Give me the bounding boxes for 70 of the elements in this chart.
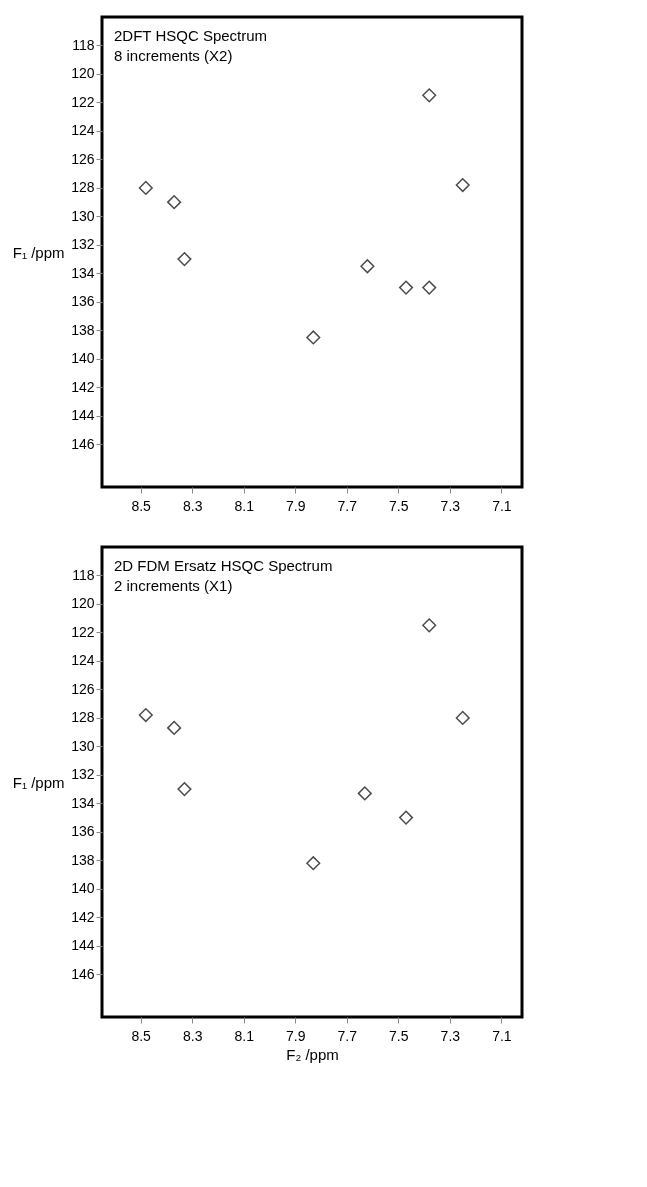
y-tick-label: 126 xyxy=(71,680,95,697)
y-tick-label: 120 xyxy=(71,595,95,612)
x-tick-label: 8.5 xyxy=(131,1027,152,1044)
x-tick-label: 7.1 xyxy=(492,1027,512,1044)
y-tick-label: 138 xyxy=(71,321,95,338)
y-tick-label: 132 xyxy=(71,236,95,253)
x-tick-label: 7.5 xyxy=(389,1027,409,1044)
x-tick-label: 7.5 xyxy=(389,497,409,514)
point xyxy=(177,782,192,797)
y-tick-label: 118 xyxy=(72,566,95,583)
y-tick-label: 140 xyxy=(71,880,95,897)
y-tick-label: 134 xyxy=(71,794,95,811)
y-tick-label: 146 xyxy=(71,965,95,982)
point xyxy=(455,177,470,193)
y-tick-label: 128 xyxy=(71,709,95,726)
y-tick-label: 130 xyxy=(71,207,95,224)
point xyxy=(177,252,192,267)
text: 2D FDM Ersatz HSQC Spectrum xyxy=(114,557,333,574)
point xyxy=(422,88,437,103)
y-tick-label: 136 xyxy=(71,293,95,310)
y-tick-label: 130 xyxy=(71,737,95,754)
point xyxy=(138,707,153,723)
point xyxy=(398,810,414,825)
point xyxy=(422,280,437,295)
y-tick-label: 122 xyxy=(71,623,95,640)
x-tick-label: 8.1 xyxy=(234,1027,255,1044)
x-tick-label: 7.9 xyxy=(286,1027,306,1044)
point xyxy=(422,618,437,633)
x-tick-label: 7.7 xyxy=(337,1027,358,1044)
y-tick-label: 144 xyxy=(71,407,95,424)
point xyxy=(398,280,414,295)
point xyxy=(455,710,470,725)
y-tick-label: 144 xyxy=(71,937,95,954)
x-tick-label: 8.3 xyxy=(182,1027,203,1044)
x-tick-label: 7.7 xyxy=(337,497,358,514)
y-tick-label: 122 xyxy=(71,93,95,110)
y-tick-label: 126 xyxy=(71,150,95,167)
text: 8 increments (X2) xyxy=(114,47,233,64)
y-axis-title: F₁ /ppm xyxy=(12,243,65,261)
x-tick-label: 7.3 xyxy=(440,1027,461,1044)
y-tick-label: 120 xyxy=(71,65,95,82)
x-tick-label: 7.3 xyxy=(440,497,461,514)
point xyxy=(167,195,182,210)
x-tick-label: 8.3 xyxy=(182,497,203,514)
point xyxy=(357,786,372,801)
y-tick-label: 132 xyxy=(71,766,95,783)
y-tick-label: 140 xyxy=(71,350,95,367)
y-tick-label: 124 xyxy=(71,652,95,669)
y-tick-label: 142 xyxy=(71,908,95,925)
point xyxy=(306,330,321,345)
y-tick-label: 128 xyxy=(71,179,95,196)
y-tick-label: 142 xyxy=(71,378,95,395)
y-tick-label: 146 xyxy=(71,435,95,452)
y-axis-title: F₁ /ppm xyxy=(12,773,65,791)
y-tick-label: 118 xyxy=(72,36,95,53)
x-axis-title: F₂ /ppm xyxy=(286,1045,339,1063)
text: 2DFT HSQC Spectrum xyxy=(114,27,268,44)
y-tick-label: 136 xyxy=(71,823,95,840)
x-tick-label: 8.1 xyxy=(234,497,255,514)
point xyxy=(360,259,375,274)
x-tick-label: 7.9 xyxy=(286,497,306,514)
point xyxy=(306,856,321,871)
point xyxy=(167,720,182,735)
y-tick-label: 124 xyxy=(71,122,95,139)
y-tick-label: 134 xyxy=(71,264,95,281)
x-tick-label: 7.1 xyxy=(492,497,512,514)
x-tick-label: 8.5 xyxy=(131,497,152,514)
point xyxy=(138,180,153,195)
y-tick-label: 138 xyxy=(71,851,95,868)
text: 2 increments (X1) xyxy=(114,577,233,594)
